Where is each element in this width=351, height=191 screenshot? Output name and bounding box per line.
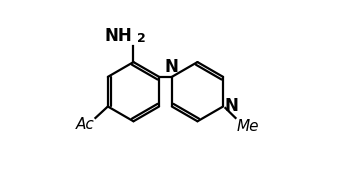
Text: NH: NH [104, 27, 132, 45]
Text: Me: Me [237, 119, 259, 134]
Text: N: N [224, 97, 238, 116]
Text: 2: 2 [137, 32, 146, 45]
Text: N: N [165, 58, 179, 76]
Text: Ac: Ac [76, 117, 94, 132]
